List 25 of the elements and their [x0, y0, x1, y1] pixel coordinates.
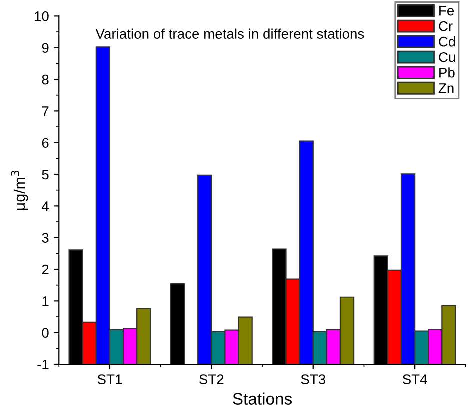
legend-label: Fe	[440, 6, 454, 16]
x-tick-label: ST4	[402, 374, 428, 384]
y-tick-label: 7	[42, 106, 49, 116]
legend-label: Cr	[439, 21, 453, 32]
text: Variation of trace metals in different stations	[96, 28, 364, 39]
x-tick-label: ST2	[200, 374, 224, 384]
y-tick-label: 9	[42, 43, 49, 54]
x-axis-title: Stations	[233, 392, 292, 405]
y-tick-label: 2	[42, 264, 49, 275]
legend-label: Pb	[440, 68, 455, 78]
y-tick-label: -1	[38, 360, 49, 370]
y-axis-title: μg/m$^{3}$	[11, 170, 28, 210]
y-tick-label: 6	[42, 138, 49, 148]
x-tick-label: ST3	[301, 374, 326, 384]
legend-label: Cu	[439, 52, 456, 62]
y-tick-label: 1	[42, 296, 49, 306]
y-tick-label: 0	[42, 328, 49, 338]
x-tick-label: ST1	[98, 374, 122, 384]
y-tick-label: 4	[42, 202, 49, 212]
y-tick-label: 10	[35, 12, 49, 22]
y-tick-label: 3	[42, 233, 49, 244]
y-tick-label: 5	[42, 170, 49, 180]
legend-label: Cd	[439, 36, 456, 47]
legend-label: Zn	[438, 84, 454, 94]
y-tick-label: 8	[42, 74, 49, 85]
